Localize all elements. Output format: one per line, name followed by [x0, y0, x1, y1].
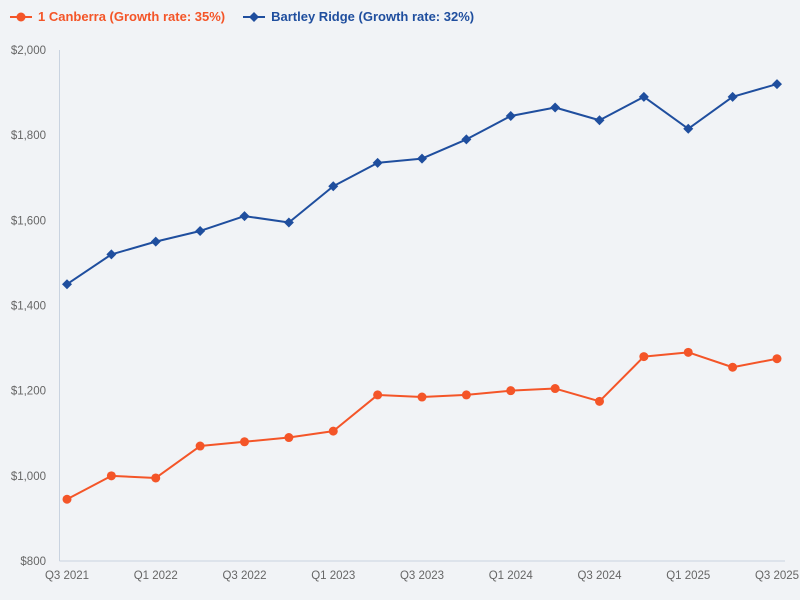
legend-label-bartley-ridge: Bartley Ridge (Growth rate: 32%) [271, 9, 475, 24]
data-point[interactable] [62, 279, 72, 290]
data-point[interactable] [106, 471, 116, 481]
data-point[interactable] [62, 494, 72, 504]
data-point[interactable] [372, 157, 383, 168]
y-tick-label: $1,800 [11, 130, 46, 142]
x-tick-label: Q1 2024 [489, 570, 534, 582]
data-point[interactable] [683, 347, 693, 357]
data-point[interactable] [461, 134, 472, 145]
data-point[interactable] [506, 386, 516, 396]
data-point[interactable] [240, 437, 249, 447]
x-tick-label: Q3 2022 [222, 570, 266, 582]
y-tick-label: $1,600 [11, 215, 46, 227]
data-point[interactable] [638, 91, 649, 102]
data-point[interactable] [328, 181, 339, 192]
data-point[interactable] [639, 352, 649, 362]
y-tick-label: $1,400 [11, 301, 46, 313]
legend-item-1-canberra[interactable]: 1 Canberra (Growth rate: 35%) [10, 9, 225, 24]
legend-label-1-canberra: 1 Canberra (Growth rate: 35%) [38, 9, 226, 24]
data-point[interactable] [727, 91, 738, 102]
x-tick-label: Q1 2025 [666, 570, 710, 582]
series-bartley-ridge [62, 79, 782, 290]
data-point[interactable] [595, 396, 604, 406]
data-point[interactable] [550, 102, 561, 113]
x-tick-label: Q3 2025 [755, 570, 799, 582]
chart-legend: 1 Canberra (Growth rate: 35%) Bartley Ri… [10, 9, 474, 24]
data-point[interactable] [772, 354, 782, 364]
data-point[interactable] [283, 217, 294, 228]
data-point[interactable] [151, 473, 161, 483]
y-tick-label: $1,200 [11, 386, 46, 398]
series-1-canberra [62, 347, 782, 504]
data-point[interactable] [106, 249, 117, 260]
x-tick-label: Q3 2024 [577, 570, 622, 582]
data-point[interactable] [728, 362, 738, 372]
data-point[interactable] [284, 433, 294, 443]
y-tick-label: $1,000 [11, 471, 46, 483]
data-point[interactable] [505, 111, 516, 122]
data-point[interactable] [195, 225, 206, 236]
series-line-bartley-ridge [66, 83, 778, 286]
legend-item-bartley-ridge[interactable]: Bartley Ridge (Growth rate: 32%) [243, 9, 474, 24]
diamond-marker-icon [243, 11, 266, 22]
y-tick-label: $800 [20, 556, 46, 568]
data-point[interactable] [417, 392, 427, 402]
data-point[interactable] [239, 211, 250, 222]
data-point[interactable] [195, 441, 205, 451]
x-tick-label: Q1 2022 [134, 570, 178, 582]
data-point[interactable] [150, 236, 161, 247]
series-line-1-canberra [66, 351, 778, 501]
data-point[interactable] [550, 384, 560, 394]
data-point[interactable] [461, 390, 471, 400]
x-tick-label: Q3 2021 [45, 570, 89, 582]
data-point[interactable] [328, 426, 338, 436]
x-tick-label: Q1 2023 [311, 570, 355, 582]
x-tick-label: Q3 2023 [400, 570, 444, 582]
data-point[interactable] [417, 153, 427, 164]
data-point[interactable] [772, 79, 782, 90]
data-point[interactable] [683, 123, 694, 134]
circle-marker-icon [10, 12, 32, 21]
data-point[interactable] [373, 390, 383, 400]
y-tick-label: $2,000 [11, 45, 46, 57]
data-point[interactable] [594, 115, 605, 126]
